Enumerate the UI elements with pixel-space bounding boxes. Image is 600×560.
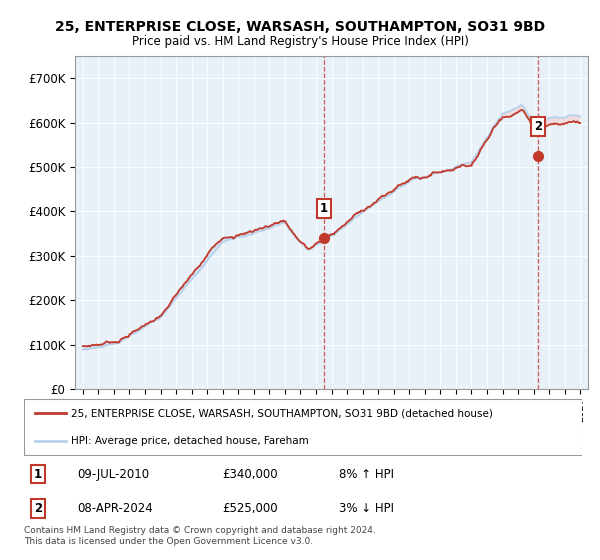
Text: Contains HM Land Registry data © Crown copyright and database right 2024.
This d: Contains HM Land Registry data © Crown c… [24, 526, 376, 546]
Text: 3% ↓ HPI: 3% ↓ HPI [339, 502, 394, 515]
Text: 25, ENTERPRISE CLOSE, WARSASH, SOUTHAMPTON, SO31 9BD: 25, ENTERPRISE CLOSE, WARSASH, SOUTHAMPT… [55, 20, 545, 34]
Text: £525,000: £525,000 [222, 502, 278, 515]
Text: 2: 2 [34, 502, 42, 515]
Text: 2: 2 [534, 120, 542, 133]
Text: 25, ENTERPRISE CLOSE, WARSASH, SOUTHAMPTON, SO31 9BD (detached house): 25, ENTERPRISE CLOSE, WARSASH, SOUTHAMPT… [71, 408, 493, 418]
Text: 8% ↑ HPI: 8% ↑ HPI [339, 468, 394, 480]
Text: £340,000: £340,000 [222, 468, 278, 480]
Text: 09-JUL-2010: 09-JUL-2010 [77, 468, 149, 480]
Text: 1: 1 [320, 202, 328, 215]
FancyBboxPatch shape [24, 399, 582, 455]
Text: Price paid vs. HM Land Registry's House Price Index (HPI): Price paid vs. HM Land Registry's House … [131, 35, 469, 48]
Text: 08-APR-2024: 08-APR-2024 [77, 502, 153, 515]
Text: 1: 1 [34, 468, 42, 480]
Text: HPI: Average price, detached house, Fareham: HPI: Average price, detached house, Fare… [71, 436, 309, 446]
